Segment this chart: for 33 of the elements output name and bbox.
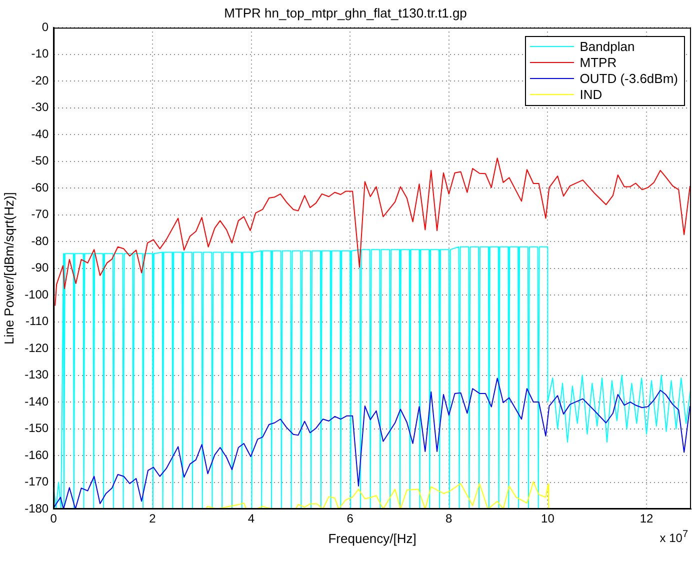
y-tick-label: -90 [31,260,49,275]
y-tick-label: -40 [31,126,49,141]
legend-label: IND [580,86,602,103]
y-tick-label: -160 [24,448,49,462]
chart-title: MTPR hn_top_mtpr_ghn_flat_t130.tr.t1.gp [224,5,467,20]
legend-label: OUTD (-3.6dBm) [580,70,678,87]
x-tick-label: 10 [541,512,555,526]
y-tick-label: -130 [24,368,49,382]
legend-label: MTPR [580,54,617,71]
legend-label: Bandplan [580,38,635,55]
y-tick-label: 0 [42,20,49,34]
y-tick-label: -150 [24,421,49,436]
y-tick-label: -60 [31,180,49,194]
x-tick-label: 4 [248,512,255,526]
x-tick-label: 12 [640,512,654,526]
x-axis-title: Frequency/[Hz] [328,530,416,546]
y-tick-label: -30 [31,100,49,114]
y-tick-label: -180 [24,501,49,516]
y-tick-label: -10 [31,46,49,61]
y-axis-title: Line Power/[dBm/sqrt(Hz)] [1,192,16,345]
y-tick-label: -100 [24,287,49,302]
y-tick-label: -50 [31,154,49,168]
y-tick-label: -110 [25,314,49,328]
y-tick-label: -80 [31,234,49,248]
y-tick-label: -170 [24,474,49,489]
text: x 10$^{7}$ [660,529,688,545]
x-tick-label: 6 [346,512,354,526]
x-tick-label: 8 [446,512,453,526]
y-tick-label: -20 [31,73,49,88]
y-tick-label: -120 [24,340,49,355]
x-tick-label: 2 [149,512,156,526]
y-tick-label: -140 [24,394,49,408]
y-tick-label: -70 [31,207,49,222]
